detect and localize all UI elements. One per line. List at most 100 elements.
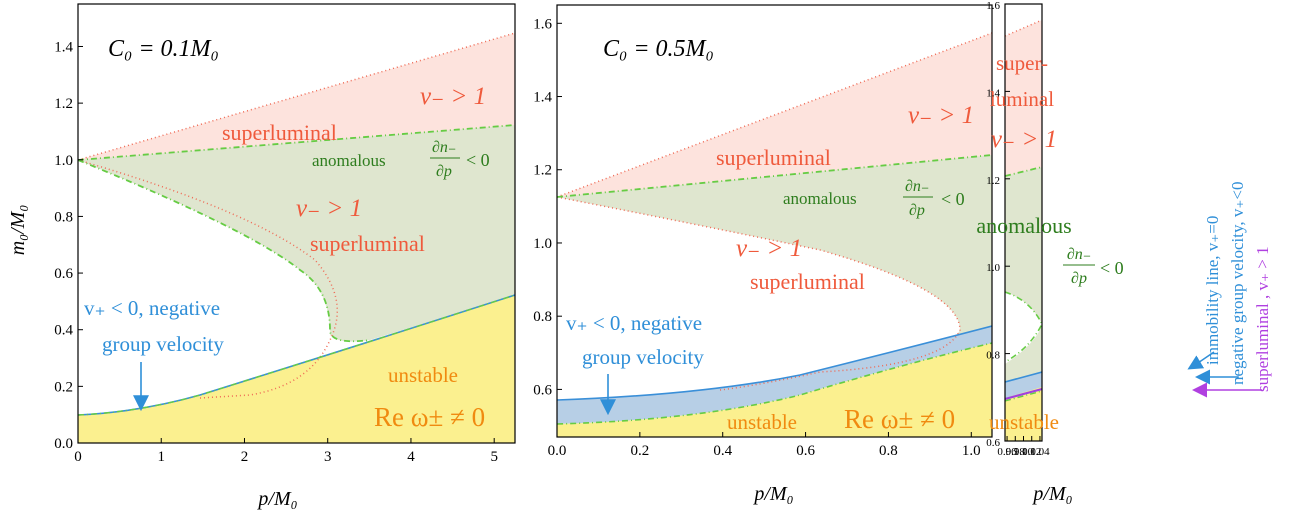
p1-yticks: 0.0 0.2 0.4 0.6 0.8 1.0 1.2 1.4 <box>54 39 83 452</box>
p2-unstable-region <box>557 343 992 437</box>
p2-vminus-mid: v₋ > 1 <box>736 235 802 262</box>
panel-2: C₀ = 0.5M₀ v₋ > 1 superluminal anomalous… <box>533 4 993 505</box>
p1-xlabel: p/M₀ <box>256 488 297 510</box>
p2-xticks: 0.0 0.2 0.4 0.6 0.8 1.0 <box>548 432 981 459</box>
p1-annotation: C₀ = 0.1M₀ <box>108 36 219 62</box>
p2-annotation: C₀ = 0.5M₀ <box>603 36 714 62</box>
p2-xlabel: p/M₀ <box>752 483 793 505</box>
p3-super: super- <box>996 51 1048 75</box>
p2-vminus-top: v₋ > 1 <box>908 102 974 129</box>
xtick-label: 0.4 <box>713 443 732 459</box>
panel-1: C₀ = 0.1M₀ superluminal v₋ > 1 anomalous… <box>7 3 516 510</box>
p3-anomalous-region <box>1005 167 1042 382</box>
p3-yticks: 0.6 0.8 1.0 1.2 1.4 1.6 <box>986 0 1010 449</box>
p3-superluminal-region <box>1005 20 1042 176</box>
p1-anomalous-label: anomalous <box>312 151 386 170</box>
p2-vplus-line1: v₊ < 0, negative <box>566 311 702 335</box>
p1-anomalous-lower <box>78 159 371 343</box>
ytick-label: 0.6 <box>986 437 1000 449</box>
ytick-label: 1.4 <box>533 90 552 106</box>
ytick-label: 0.6 <box>54 266 73 282</box>
p1-reomega-label: Re ω± ≠ 0 <box>374 402 485 432</box>
ytick-label: 0.8 <box>986 350 1000 362</box>
xtick-label: 1.0 <box>962 443 981 459</box>
p3-dn-num: ∂n₋ <box>1067 246 1091 263</box>
p1-dn-rel: < 0 <box>466 150 490 170</box>
ytick-label: 1.2 <box>533 163 552 179</box>
xtick-label: 2 <box>241 449 249 465</box>
legend-superluminal: superluminal , v₊ > 1 <box>1253 246 1272 392</box>
p1-white-pocket <box>78 160 338 416</box>
ytick-label: 0.0 <box>54 436 73 452</box>
p2-yticks: 0.6 0.8 1.0 1.2 1.4 1.6 <box>533 16 562 398</box>
ytick-label: 0.4 <box>54 323 73 339</box>
xtick-label: 1.04 <box>1030 446 1050 458</box>
p3-vminus: v₋ > 1 <box>991 126 1057 153</box>
p3-unstable-label: unstable <box>989 410 1059 434</box>
p2-anomalous-region <box>557 155 992 373</box>
p1-vminus-mid: v₋ > 1 <box>296 195 362 222</box>
p1-vplus-line1: v₊ < 0, negative <box>84 296 220 320</box>
p2-dn-num: ∂n₋ <box>905 178 929 195</box>
legend-negative: negative group velocity, v₊<0 <box>1228 182 1247 385</box>
ytick-label: 1.4 <box>54 39 73 55</box>
ytick-label: 1.4 <box>986 87 1000 99</box>
p1-dn-num: ∂n₋ <box>432 139 456 156</box>
p1-frame <box>77 3 516 444</box>
xtick-label: 0.96 <box>997 446 1017 458</box>
p2-frame <box>556 4 993 438</box>
p1-ylabel: m₀/M₀ <box>7 205 29 256</box>
p2-vplus-line2: group velocity <box>582 345 704 369</box>
p1-xticks: 0 1 2 3 4 5 <box>74 438 498 465</box>
p3-dn-den: ∂p <box>1071 270 1087 287</box>
p1-unstable-label: unstable <box>388 363 458 387</box>
xtick-label: 0.98 <box>1006 446 1026 458</box>
xtick-label: 3 <box>324 449 332 465</box>
xtick-label: 0.6 <box>796 443 815 459</box>
legend-immobility: immobility line, v₊=0 <box>1203 216 1222 365</box>
ytick-label: 1.6 <box>986 0 1000 12</box>
p1-unstable-boundary <box>78 294 515 416</box>
p2-anomalous-label: anomalous <box>783 189 857 208</box>
p1-superluminal-mid: superluminal <box>310 231 425 256</box>
ytick-label: 1.2 <box>986 175 1000 187</box>
xtick-label: 1 <box>157 449 165 465</box>
p3-xticks: 0.960.981.001.021.04 <box>997 436 1050 458</box>
p1-unstable-region <box>78 295 515 443</box>
p3-white-pocket <box>1005 292 1042 362</box>
ytick-label: 1.2 <box>54 96 73 112</box>
ytick-label: 1.0 <box>986 262 1000 274</box>
p2-dn-den: ∂p <box>909 202 925 219</box>
p1-superluminal-top: superluminal <box>222 120 337 145</box>
p2-superluminal-mid: superluminal <box>750 269 865 294</box>
p1-dn-den: ∂p <box>436 163 452 180</box>
p2-dn-rel: < 0 <box>941 189 965 209</box>
ytick-label: 1.0 <box>54 153 73 169</box>
p2-unstable-label: unstable <box>727 410 797 434</box>
ytick-label: 0.6 <box>533 382 552 398</box>
xtick-label: 0.2 <box>630 443 649 459</box>
p3-dn-rel: < 0 <box>1100 258 1124 278</box>
p1-anomalous-region <box>78 125 515 342</box>
ytick-label: 0.8 <box>54 209 73 225</box>
p2-reomega-label: Re ω± ≠ 0 <box>844 404 955 434</box>
p3-luminal: luminal <box>990 87 1054 111</box>
xtick-label: 5 <box>490 449 498 465</box>
ytick-label: 0.8 <box>533 309 552 325</box>
xtick-label: 4 <box>407 449 415 465</box>
p2-superluminal-top: superluminal <box>716 145 831 170</box>
p3-xlabel: p/M₀ <box>1031 483 1072 505</box>
ytick-label: 1.0 <box>533 236 552 252</box>
xtick-label: 1.02 <box>1022 446 1041 458</box>
p1-vminus-top: v₋ > 1 <box>420 83 486 110</box>
xtick-label: 1.00 <box>1014 446 1034 458</box>
xtick-label: 0.0 <box>548 443 567 459</box>
p2-negvel-region <box>557 326 992 424</box>
ytick-label: 1.6 <box>533 16 552 32</box>
p3-unstable-region <box>1005 387 1042 441</box>
panel-3: super- luminal v₋ > 1 anomalous ∂n₋ ∂p <… <box>976 0 1272 505</box>
p3-anomalous-label: anomalous <box>976 213 1071 238</box>
ytick-label: 0.2 <box>54 379 73 395</box>
legend-negative-arrow <box>1195 369 1239 385</box>
